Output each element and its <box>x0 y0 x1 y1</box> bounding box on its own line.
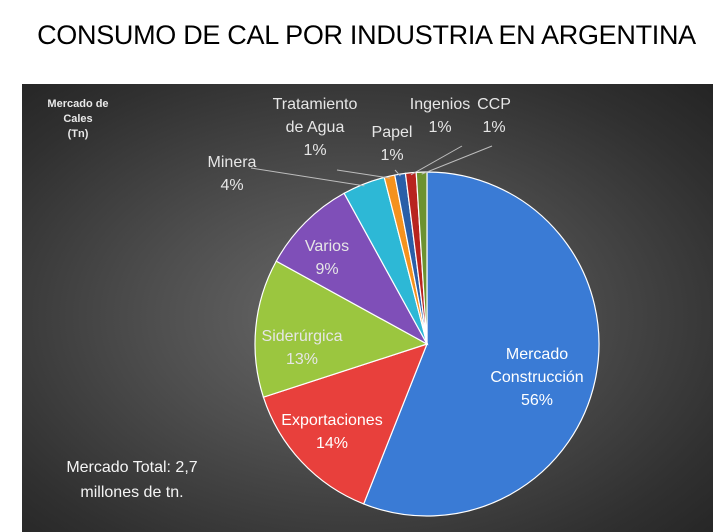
pie-slice-mercado-construcción <box>362 171 600 517</box>
pie-slice-varios <box>275 192 429 346</box>
slice-label-text: Papel <box>372 124 413 141</box>
slice-percent: 56% <box>521 392 553 409</box>
slice-percent: 1% <box>428 119 451 136</box>
note-line: Mercado Total: 2,7 <box>66 459 198 476</box>
pie-chart: Mercado Construcción 56% Exportaciones 14% Si… <box>208 96 600 517</box>
slice-label-text: Construcción <box>490 369 583 386</box>
slice-label: Exportaciones 14% <box>281 412 382 452</box>
slice-label: CCP 1% <box>477 96 511 136</box>
slice-label-text: Siderúrgica <box>262 328 343 345</box>
slice-label-text: Mercado <box>506 346 568 363</box>
slice-label-text: CCP <box>477 96 511 113</box>
chart-title-line: Mercado de Cales <box>47 98 109 125</box>
page-title: CONSUMO DE CAL POR INDUSTRIA EN ARGENTIN… <box>37 20 696 50</box>
leader-line <box>394 169 401 177</box>
slice-percent: 1% <box>380 147 403 164</box>
slice-label-text: Tratamiento <box>273 96 358 113</box>
slice-label-text: de Agua <box>286 119 345 136</box>
slice-percent: 14% <box>316 435 348 452</box>
slice-percent: 1% <box>303 142 326 159</box>
slice-percent: 4% <box>220 177 243 194</box>
slice-label: Ingenios 1% <box>410 96 471 136</box>
leader-line <box>336 169 390 179</box>
slice-label: Papel 1% <box>372 124 413 164</box>
pie-slice-siderúrgica <box>254 260 429 398</box>
slice-label: Tratamiento de Agua 1% <box>273 96 358 159</box>
slice-label: Siderúrgica 13% <box>262 328 343 368</box>
slice-label-text: Ingenios <box>410 96 471 113</box>
slice-label: Minera 4% <box>208 154 257 194</box>
slice-label: Varios 9% <box>305 238 349 278</box>
chart-title-line: (Tn) <box>67 128 89 140</box>
slice-label-text: Exportaciones <box>281 412 382 429</box>
slice-percent: 13% <box>286 351 318 368</box>
leader-line <box>421 145 493 175</box>
total-market-note: Mercado Total: 2,7 millones de tn. <box>52 455 212 505</box>
slice-label: Mercado Construcción 56% <box>490 346 583 409</box>
slice-percent: 1% <box>482 119 505 136</box>
leader-line <box>410 145 463 176</box>
slice-percent: 9% <box>315 261 338 278</box>
leader-line <box>250 167 365 187</box>
note-line: millones de tn. <box>80 484 184 501</box>
chart-title: Mercado de Cales (Tn) <box>32 97 124 142</box>
chart-panel: Mercado de Cales (Tn) Mercado Construcció… <box>22 84 713 532</box>
slice-label-text: Varios <box>305 238 349 255</box>
slice-label-text: Minera <box>208 154 257 171</box>
